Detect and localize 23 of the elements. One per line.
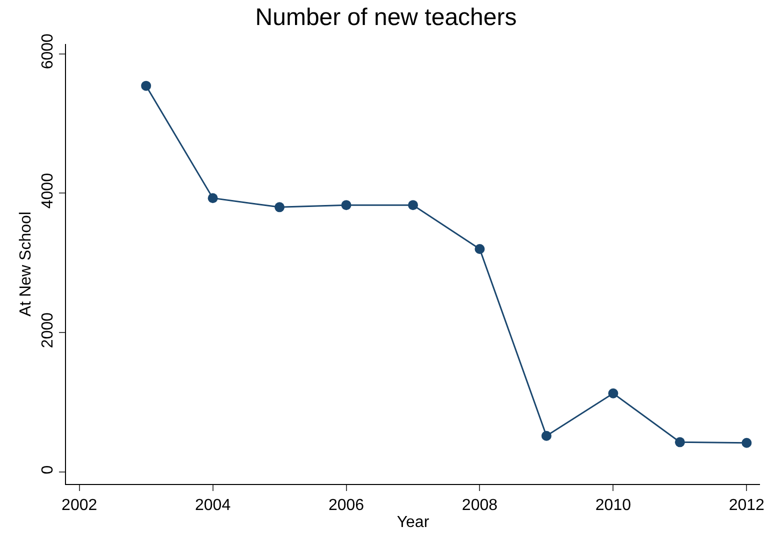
x-tick-label: 2004 <box>195 497 231 514</box>
x-tick-label: 2006 <box>328 497 364 514</box>
y-axis-title: At New School <box>18 212 34 316</box>
point <box>541 430 552 441</box>
y-tick-label: 0 <box>40 465 57 474</box>
x-tick-label: 2002 <box>62 497 98 514</box>
y-tick-label: 4000 <box>40 172 57 209</box>
point <box>341 200 352 210</box>
point <box>674 437 685 448</box>
point <box>608 388 618 398</box>
x-tick-label: 2008 <box>462 497 498 514</box>
x-axis-title: Year <box>396 514 430 531</box>
point <box>141 80 152 91</box>
y-tick-label: 2000 <box>40 312 57 348</box>
x-tick-label: 2012 <box>728 497 765 514</box>
point <box>742 438 752 448</box>
point <box>474 244 485 254</box>
point <box>274 202 285 212</box>
point <box>408 200 418 210</box>
y-tick-label: 6000 <box>40 33 57 70</box>
point <box>208 193 218 204</box>
x-tick-label: 2010 <box>595 497 632 514</box>
chart-title: Number of new teachers <box>255 4 517 31</box>
